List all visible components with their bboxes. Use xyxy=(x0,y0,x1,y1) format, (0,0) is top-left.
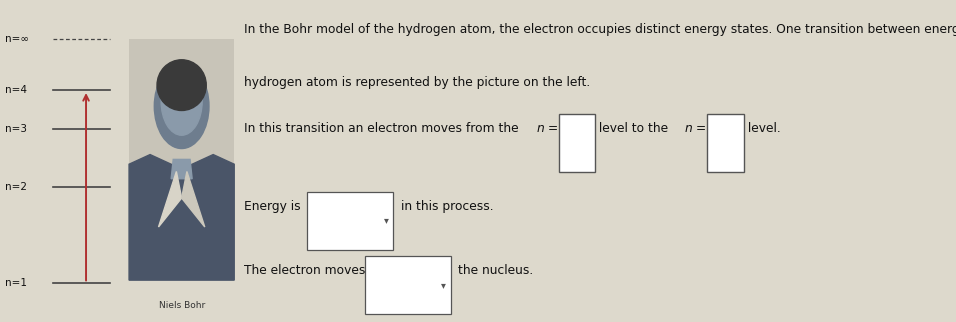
Text: hydrogen atom is represented by the picture on the left.: hydrogen atom is represented by the pict… xyxy=(244,76,590,89)
Text: In this transition an electron moves from the: In this transition an electron moves fro… xyxy=(244,122,522,135)
Text: ▾: ▾ xyxy=(383,215,388,226)
Text: level.: level. xyxy=(744,122,780,135)
Ellipse shape xyxy=(162,68,202,135)
FancyBboxPatch shape xyxy=(129,39,234,280)
Ellipse shape xyxy=(154,64,209,148)
Polygon shape xyxy=(171,159,192,179)
Polygon shape xyxy=(129,155,234,280)
Text: n=3: n=3 xyxy=(5,124,27,134)
FancyBboxPatch shape xyxy=(307,192,393,250)
Text: n=2: n=2 xyxy=(5,182,27,192)
Text: Energy is: Energy is xyxy=(244,200,300,213)
FancyBboxPatch shape xyxy=(364,256,450,314)
Text: In the Bohr model of the hydrogen atom, the electron occupies distinct energy st: In the Bohr model of the hydrogen atom, … xyxy=(244,23,956,35)
Text: Niels Bohr: Niels Bohr xyxy=(159,301,205,310)
Text: ▾: ▾ xyxy=(441,280,445,290)
Text: the nucleus.: the nucleus. xyxy=(458,264,533,277)
Ellipse shape xyxy=(157,60,206,110)
Polygon shape xyxy=(182,171,205,227)
FancyBboxPatch shape xyxy=(559,114,596,172)
Text: The electron moves: The electron moves xyxy=(244,264,365,277)
Text: n=1: n=1 xyxy=(5,278,27,289)
FancyBboxPatch shape xyxy=(707,114,744,172)
Text: n=4: n=4 xyxy=(5,85,27,95)
Text: $n$ =: $n$ = xyxy=(684,122,706,135)
Text: level to the: level to the xyxy=(596,122,672,135)
Polygon shape xyxy=(159,171,182,227)
Text: n=∞: n=∞ xyxy=(5,33,29,44)
Text: in this process.: in this process. xyxy=(401,200,493,213)
Text: $n$ =: $n$ = xyxy=(536,122,558,135)
